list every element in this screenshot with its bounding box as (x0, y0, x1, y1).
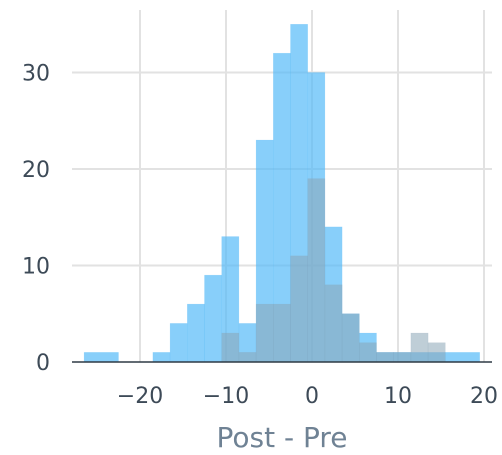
x-tick-label: −10 (203, 384, 249, 409)
histogram-bar-series-2 (376, 352, 394, 363)
histogram-bar-series-2 (221, 332, 240, 363)
histogram-bar-series-2 (307, 178, 326, 363)
y-tick-label: 20 (22, 158, 50, 183)
y-tick-label: 30 (22, 62, 50, 87)
x-tick-label: 0 (305, 384, 319, 409)
histogram-bar-series-1 (445, 352, 480, 363)
histogram-bar-series-2 (290, 255, 308, 363)
histogram-bar-series-2 (410, 332, 429, 363)
histogram-bars (83, 24, 480, 363)
histogram-bar-series-2 (393, 352, 412, 363)
y-axis-ticks: 0 10 20 30 (22, 62, 50, 377)
histogram-bar-series-2 (324, 284, 343, 363)
histogram-bar-series-1 (83, 352, 119, 363)
histogram-bar-series-2 (427, 342, 446, 363)
x-axis-ticks: −20 −10 0 10 20 (117, 384, 498, 409)
histogram-bar-series-1 (187, 303, 205, 363)
histogram-bar-series-2 (273, 303, 291, 363)
histogram-bar-series-1 (204, 274, 222, 363)
x-tick-label: 20 (470, 384, 498, 409)
x-axis-title: Post - Pre (216, 421, 347, 454)
histogram-bar-series-2 (359, 342, 377, 363)
y-tick-label: 0 (36, 351, 50, 376)
histogram-bar-series-1 (169, 323, 188, 363)
histogram-bar-series-2 (255, 303, 274, 363)
x-tick-label: 10 (384, 384, 412, 409)
histogram-bar-series-1 (152, 352, 171, 363)
histogram-bar-series-2 (238, 352, 257, 363)
y-tick-label: 10 (22, 255, 50, 280)
x-tick-label: −20 (117, 384, 163, 409)
histogram-bar-series-2 (341, 313, 360, 363)
